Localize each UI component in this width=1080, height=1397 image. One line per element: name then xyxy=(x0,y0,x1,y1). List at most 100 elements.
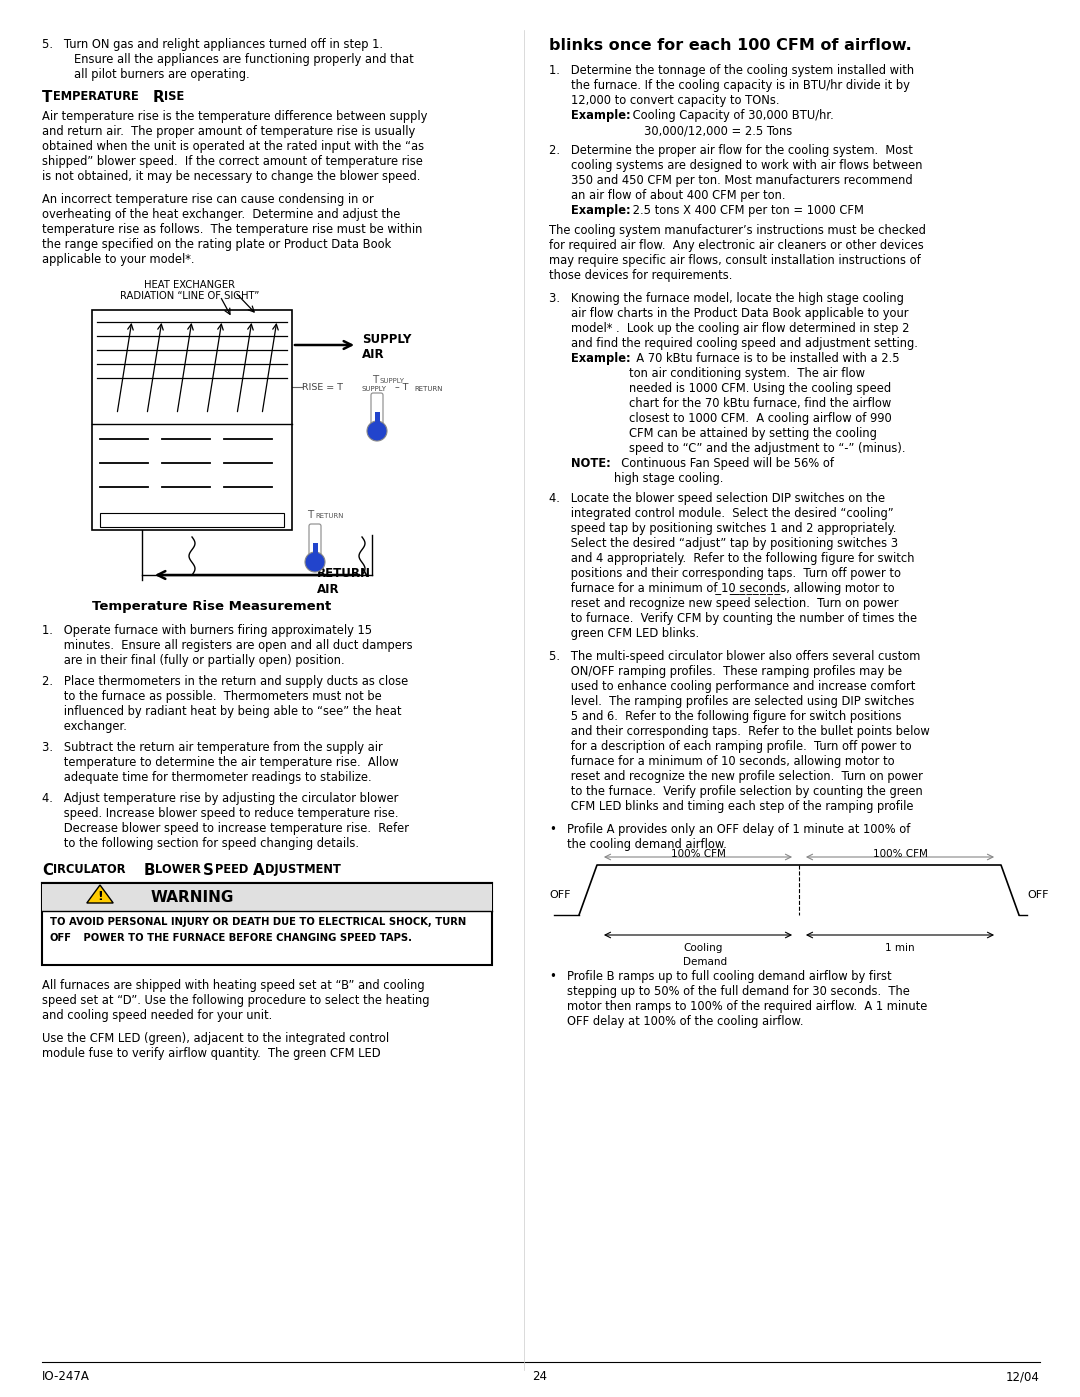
Text: module fuse to verify airflow quantity.  The green CFM LED: module fuse to verify airflow quantity. … xyxy=(42,1046,380,1060)
Circle shape xyxy=(305,552,325,571)
Text: speed. Increase blower speed to reduce temperature rise.: speed. Increase blower speed to reduce t… xyxy=(42,807,399,820)
Text: C: C xyxy=(42,863,53,877)
Text: Example:: Example: xyxy=(571,109,631,122)
Text: OFF: OFF xyxy=(50,933,72,943)
Text: temperature to determine the air temperature rise.  Allow: temperature to determine the air tempera… xyxy=(42,756,399,768)
Text: may require specific air flows, consult installation instructions of: may require specific air flows, consult … xyxy=(549,254,921,267)
Text: to furnace.  Verify CFM by counting the number of times the: to furnace. Verify CFM by counting the n… xyxy=(549,612,917,624)
Text: T: T xyxy=(372,374,378,386)
Text: An incorrect temperature rise can cause condensing in or: An incorrect temperature rise can cause … xyxy=(42,193,374,205)
Text: cooling systems are designed to work with air flows between: cooling systems are designed to work wit… xyxy=(571,159,922,172)
Text: used to enhance cooling performance and increase comfort: used to enhance cooling performance and … xyxy=(549,680,916,693)
Text: ton air conditioning system.  The air flow: ton air conditioning system. The air flo… xyxy=(629,367,865,380)
Text: motor then ramps to 100% of the required airflow.  A 1 minute: motor then ramps to 100% of the required… xyxy=(567,1000,928,1013)
Text: obtained when the unit is operated at the rated input with the “as: obtained when the unit is operated at th… xyxy=(42,140,424,154)
Text: 5.   Turn ON gas and relight appliances turned off in step 1.: 5. Turn ON gas and relight appliances tu… xyxy=(42,38,383,52)
Text: exchanger.: exchanger. xyxy=(42,719,126,733)
Text: Demand: Demand xyxy=(683,957,727,967)
Text: Example:: Example: xyxy=(571,352,631,365)
Text: RADIATION “LINE OF SIGHT”: RADIATION “LINE OF SIGHT” xyxy=(120,291,259,300)
Text: RETURN: RETURN xyxy=(315,513,343,520)
Text: model* .  Look up the cooling air flow determined in step 2: model* . Look up the cooling air flow de… xyxy=(571,321,909,335)
Text: needed is 1000 CFM. Using the cooling speed: needed is 1000 CFM. Using the cooling sp… xyxy=(629,381,891,395)
Text: – T: – T xyxy=(392,383,408,391)
Text: Ensure all the appliances are functioning properly and that: Ensure all the appliances are functionin… xyxy=(75,53,414,66)
Text: 1 min: 1 min xyxy=(886,943,915,953)
Text: AIR: AIR xyxy=(318,583,339,597)
Text: NOTE:: NOTE: xyxy=(571,457,611,469)
Text: 3.   Subtract the return air temperature from the supply air: 3. Subtract the return air temperature f… xyxy=(42,740,382,754)
Text: 1.   Determine the tonnage of the cooling system installed with: 1. Determine the tonnage of the cooling … xyxy=(549,64,914,77)
Text: speed set at “D”. Use the following procedure to select the heating: speed set at “D”. Use the following proc… xyxy=(42,995,430,1007)
Text: speed tap by positioning switches 1 and 2 appropriately.: speed tap by positioning switches 1 and … xyxy=(549,522,896,535)
Text: SUPPLY: SUPPLY xyxy=(380,379,405,384)
Text: positions and their corresponding taps.  Turn off power to: positions and their corresponding taps. … xyxy=(549,567,901,580)
Bar xyxy=(375,412,379,423)
Text: B: B xyxy=(144,863,156,877)
Text: speed to “C” and the adjustment to “-” (minus).: speed to “C” and the adjustment to “-” (… xyxy=(629,441,905,455)
Text: !: ! xyxy=(97,890,103,904)
Text: OFF: OFF xyxy=(549,890,570,900)
Text: IRCULATOR: IRCULATOR xyxy=(53,863,125,876)
Text: chart for the 70 kBtu furnace, find the airflow: chart for the 70 kBtu furnace, find the … xyxy=(629,397,891,409)
Text: reset and recognize new speed selection.  Turn on power: reset and recognize new speed selection.… xyxy=(549,597,899,610)
Text: and 4 appropriately.  Refer to the following figure for switch: and 4 appropriately. Refer to the follow… xyxy=(549,552,915,564)
Text: Air temperature rise is the temperature difference between supply: Air temperature rise is the temperature … xyxy=(42,110,428,123)
Text: RETURN: RETURN xyxy=(414,386,443,393)
Text: Select the desired “adjust” tap by positioning switches 3: Select the desired “adjust” tap by posit… xyxy=(549,536,899,550)
Text: 100% CFM: 100% CFM xyxy=(671,849,726,859)
Text: •: • xyxy=(549,823,556,835)
Text: Cooling Capacity of 30,000 BTU/hr.: Cooling Capacity of 30,000 BTU/hr. xyxy=(629,109,834,122)
Text: minutes.  Ensure all registers are open and all duct dampers: minutes. Ensure all registers are open a… xyxy=(42,638,413,652)
Text: The cooling system manufacturer’s instructions must be checked: The cooling system manufacturer’s instru… xyxy=(549,224,926,237)
Text: all pilot burners are operating.: all pilot burners are operating. xyxy=(75,68,249,81)
Text: 5 and 6.  Refer to the following figure for switch positions: 5 and 6. Refer to the following figure f… xyxy=(549,710,902,724)
Text: Continuous Fan Speed will be 56% of: Continuous Fan Speed will be 56% of xyxy=(615,457,834,469)
Text: to the following section for speed changing details.: to the following section for speed chang… xyxy=(42,837,359,849)
Text: POWER TO THE FURNACE BEFORE CHANGING SPEED TAPS.: POWER TO THE FURNACE BEFORE CHANGING SPE… xyxy=(80,933,411,943)
Text: the furnace. If the cooling capacity is in BTU/hr divide it by: the furnace. If the cooling capacity is … xyxy=(571,80,909,92)
Text: Profile A provides only an OFF delay of 1 minute at 100% of: Profile A provides only an OFF delay of … xyxy=(567,823,910,835)
Polygon shape xyxy=(86,886,113,902)
Text: to the furnace.  Verify profile selection by counting the green: to the furnace. Verify profile selection… xyxy=(549,785,922,798)
Text: WARNING: WARNING xyxy=(150,890,233,904)
Text: 1.   Operate furnace with burners firing approximately 15: 1. Operate furnace with burners firing a… xyxy=(42,624,373,637)
Bar xyxy=(92,310,292,529)
Text: CFM can be attained by setting the cooling: CFM can be attained by setting the cooli… xyxy=(629,427,877,440)
Text: 24: 24 xyxy=(532,1370,548,1383)
Bar xyxy=(42,883,492,911)
Text: ISE: ISE xyxy=(164,89,185,103)
Text: and their corresponding taps.  Refer to the bullet points below: and their corresponding taps. Refer to t… xyxy=(549,725,930,738)
Text: and find the required cooling speed and adjustment setting.: and find the required cooling speed and … xyxy=(571,337,918,351)
Text: green CFM LED blinks.: green CFM LED blinks. xyxy=(549,627,699,640)
Text: 12/04: 12/04 xyxy=(1007,1370,1040,1383)
Text: SUPPLY: SUPPLY xyxy=(362,386,387,393)
Text: for required air flow.  Any electronic air cleaners or other devices: for required air flow. Any electronic ai… xyxy=(549,239,923,251)
Text: the cooling demand airflow.: the cooling demand airflow. xyxy=(567,838,727,851)
Bar xyxy=(42,883,492,965)
Text: furnace for a minimum of 10 seconds, allowing motor to: furnace for a minimum of 10 seconds, all… xyxy=(549,754,894,768)
Text: T: T xyxy=(42,89,52,105)
Text: adequate time for thermometer readings to stabilize.: adequate time for thermometer readings t… xyxy=(42,771,372,784)
Text: R: R xyxy=(153,89,164,105)
Text: level.  The ramping profiles are selected using DIP switches: level. The ramping profiles are selected… xyxy=(549,694,915,708)
Text: 2.   Place thermometers in the return and supply ducts as close: 2. Place thermometers in the return and … xyxy=(42,675,408,687)
Text: Example:: Example: xyxy=(571,204,631,217)
Text: an air flow of about 400 CFM per ton.: an air flow of about 400 CFM per ton. xyxy=(571,189,785,203)
Text: AIR: AIR xyxy=(362,348,384,360)
Text: for a description of each ramping profile.  Turn off power to: for a description of each ramping profil… xyxy=(549,740,912,753)
Text: A 70 kBtu furnace is to be installed with a 2.5: A 70 kBtu furnace is to be installed wit… xyxy=(629,352,900,365)
Text: RETURN: RETURN xyxy=(318,567,372,580)
Text: EMPERATURE: EMPERATURE xyxy=(53,89,138,103)
Text: 350 and 450 CFM per ton. Most manufacturers recommend: 350 and 450 CFM per ton. Most manufactur… xyxy=(571,175,913,187)
Text: closest to 1000 CFM.  A cooling airflow of 990: closest to 1000 CFM. A cooling airflow o… xyxy=(629,412,892,425)
Text: OFF: OFF xyxy=(1027,890,1049,900)
Text: 3.   Knowing the furnace model, locate the high stage cooling: 3. Knowing the furnace model, locate the… xyxy=(549,292,904,305)
Text: integrated control module.  Select the desired “cooling”: integrated control module. Select the de… xyxy=(549,507,893,520)
Text: those devices for requirements.: those devices for requirements. xyxy=(549,270,732,282)
Text: Profile B ramps up to full cooling demand airflow by first: Profile B ramps up to full cooling deman… xyxy=(567,970,892,983)
Text: HEAT EXCHANGER: HEAT EXCHANGER xyxy=(145,279,235,291)
Text: CFM LED blinks and timing each step of the ramping profile: CFM LED blinks and timing each step of t… xyxy=(549,800,914,813)
Text: air flow charts in the Product Data Book applicable to your: air flow charts in the Product Data Book… xyxy=(571,307,908,320)
Text: Cooling: Cooling xyxy=(683,943,723,953)
